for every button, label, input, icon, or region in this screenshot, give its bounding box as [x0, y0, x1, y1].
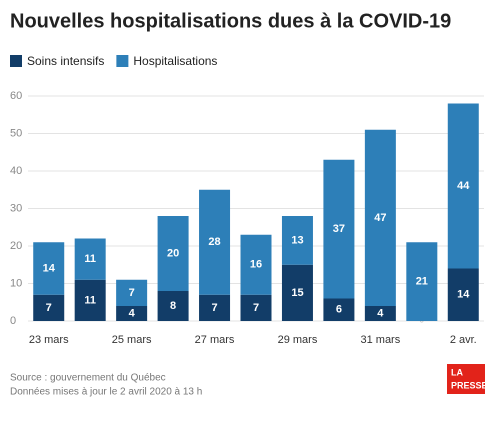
logo [447, 364, 485, 394]
bar-segment [323, 298, 355, 321]
value-label: 11 [84, 253, 96, 265]
value-label: 28 [208, 236, 220, 248]
bar-segment [157, 291, 189, 321]
bar-segment [74, 238, 106, 280]
y-tick-label: 30 [10, 202, 22, 214]
value-label: 44 [457, 180, 470, 192]
logo-text: LA [451, 367, 463, 377]
bar-segment [406, 242, 438, 321]
y-tick-label: 10 [10, 277, 22, 289]
bar-segment [447, 103, 479, 269]
bar-segment [447, 268, 479, 321]
x-tick-label: 29 mars [278, 334, 318, 346]
bar-segment [33, 294, 65, 321]
bar-segment [240, 234, 272, 295]
bar-segment [157, 216, 189, 291]
value-label: 14 [457, 289, 470, 301]
legend-swatch [116, 55, 129, 67]
value-label: 16 [250, 259, 262, 271]
source: Source : gouvernement du Québec [10, 373, 166, 384]
value-label: 11 [84, 294, 96, 306]
value-label: 15 [291, 287, 303, 299]
bar-segment [281, 264, 313, 321]
legend-swatch [10, 55, 22, 67]
bar-segment [116, 306, 148, 321]
value-label: 4 [129, 307, 136, 319]
x-tick-label: 23 mars [29, 334, 69, 346]
bar-segment [323, 159, 355, 299]
bar-segment [199, 294, 231, 321]
value-label: 4 [377, 307, 384, 319]
logo-text: PRESSE [451, 380, 488, 390]
bar-segment [116, 279, 148, 306]
value-label: 37 [333, 223, 345, 235]
chart-title: Nouvelles hospitalisations dues à la COV… [10, 10, 451, 32]
legend-label: Hospitalisations [133, 54, 217, 68]
value-label: 14 [43, 262, 56, 274]
value-label: 8 [170, 300, 176, 312]
value-label: 13 [291, 234, 303, 246]
bar-segment [240, 294, 272, 321]
y-tick-label: 0 [10, 315, 16, 327]
value-label: 20 [167, 247, 179, 259]
legend-label: Soins intensifs [27, 54, 104, 68]
bar-segment [33, 242, 65, 295]
y-tick-label: 40 [10, 165, 22, 177]
value-label: 6 [336, 304, 342, 316]
value-label: 47 [374, 212, 386, 224]
bar-segment [199, 189, 231, 295]
value-label: 7 [211, 302, 217, 314]
y-tick-label: 20 [10, 240, 22, 252]
bar-segment [364, 129, 396, 306]
value-label: 7 [46, 302, 52, 314]
x-tick-label: 25 mars [112, 334, 152, 346]
y-tick-label: 50 [10, 127, 22, 139]
bar-segment [281, 216, 313, 265]
x-tick-label: 27 mars [195, 334, 235, 346]
x-tick-label: 31 mars [360, 334, 400, 346]
bar-segment [364, 306, 396, 321]
value-label: 7 [129, 287, 135, 299]
value-label: 21 [416, 276, 428, 288]
y-tick-label: 60 [10, 90, 22, 102]
update-note: Données mises à jour le 2 avril 2020 à 1… [10, 387, 202, 398]
x-tick-label: 2 avr. [450, 334, 477, 346]
value-label: 7 [253, 302, 259, 314]
bar-segment [74, 279, 106, 321]
